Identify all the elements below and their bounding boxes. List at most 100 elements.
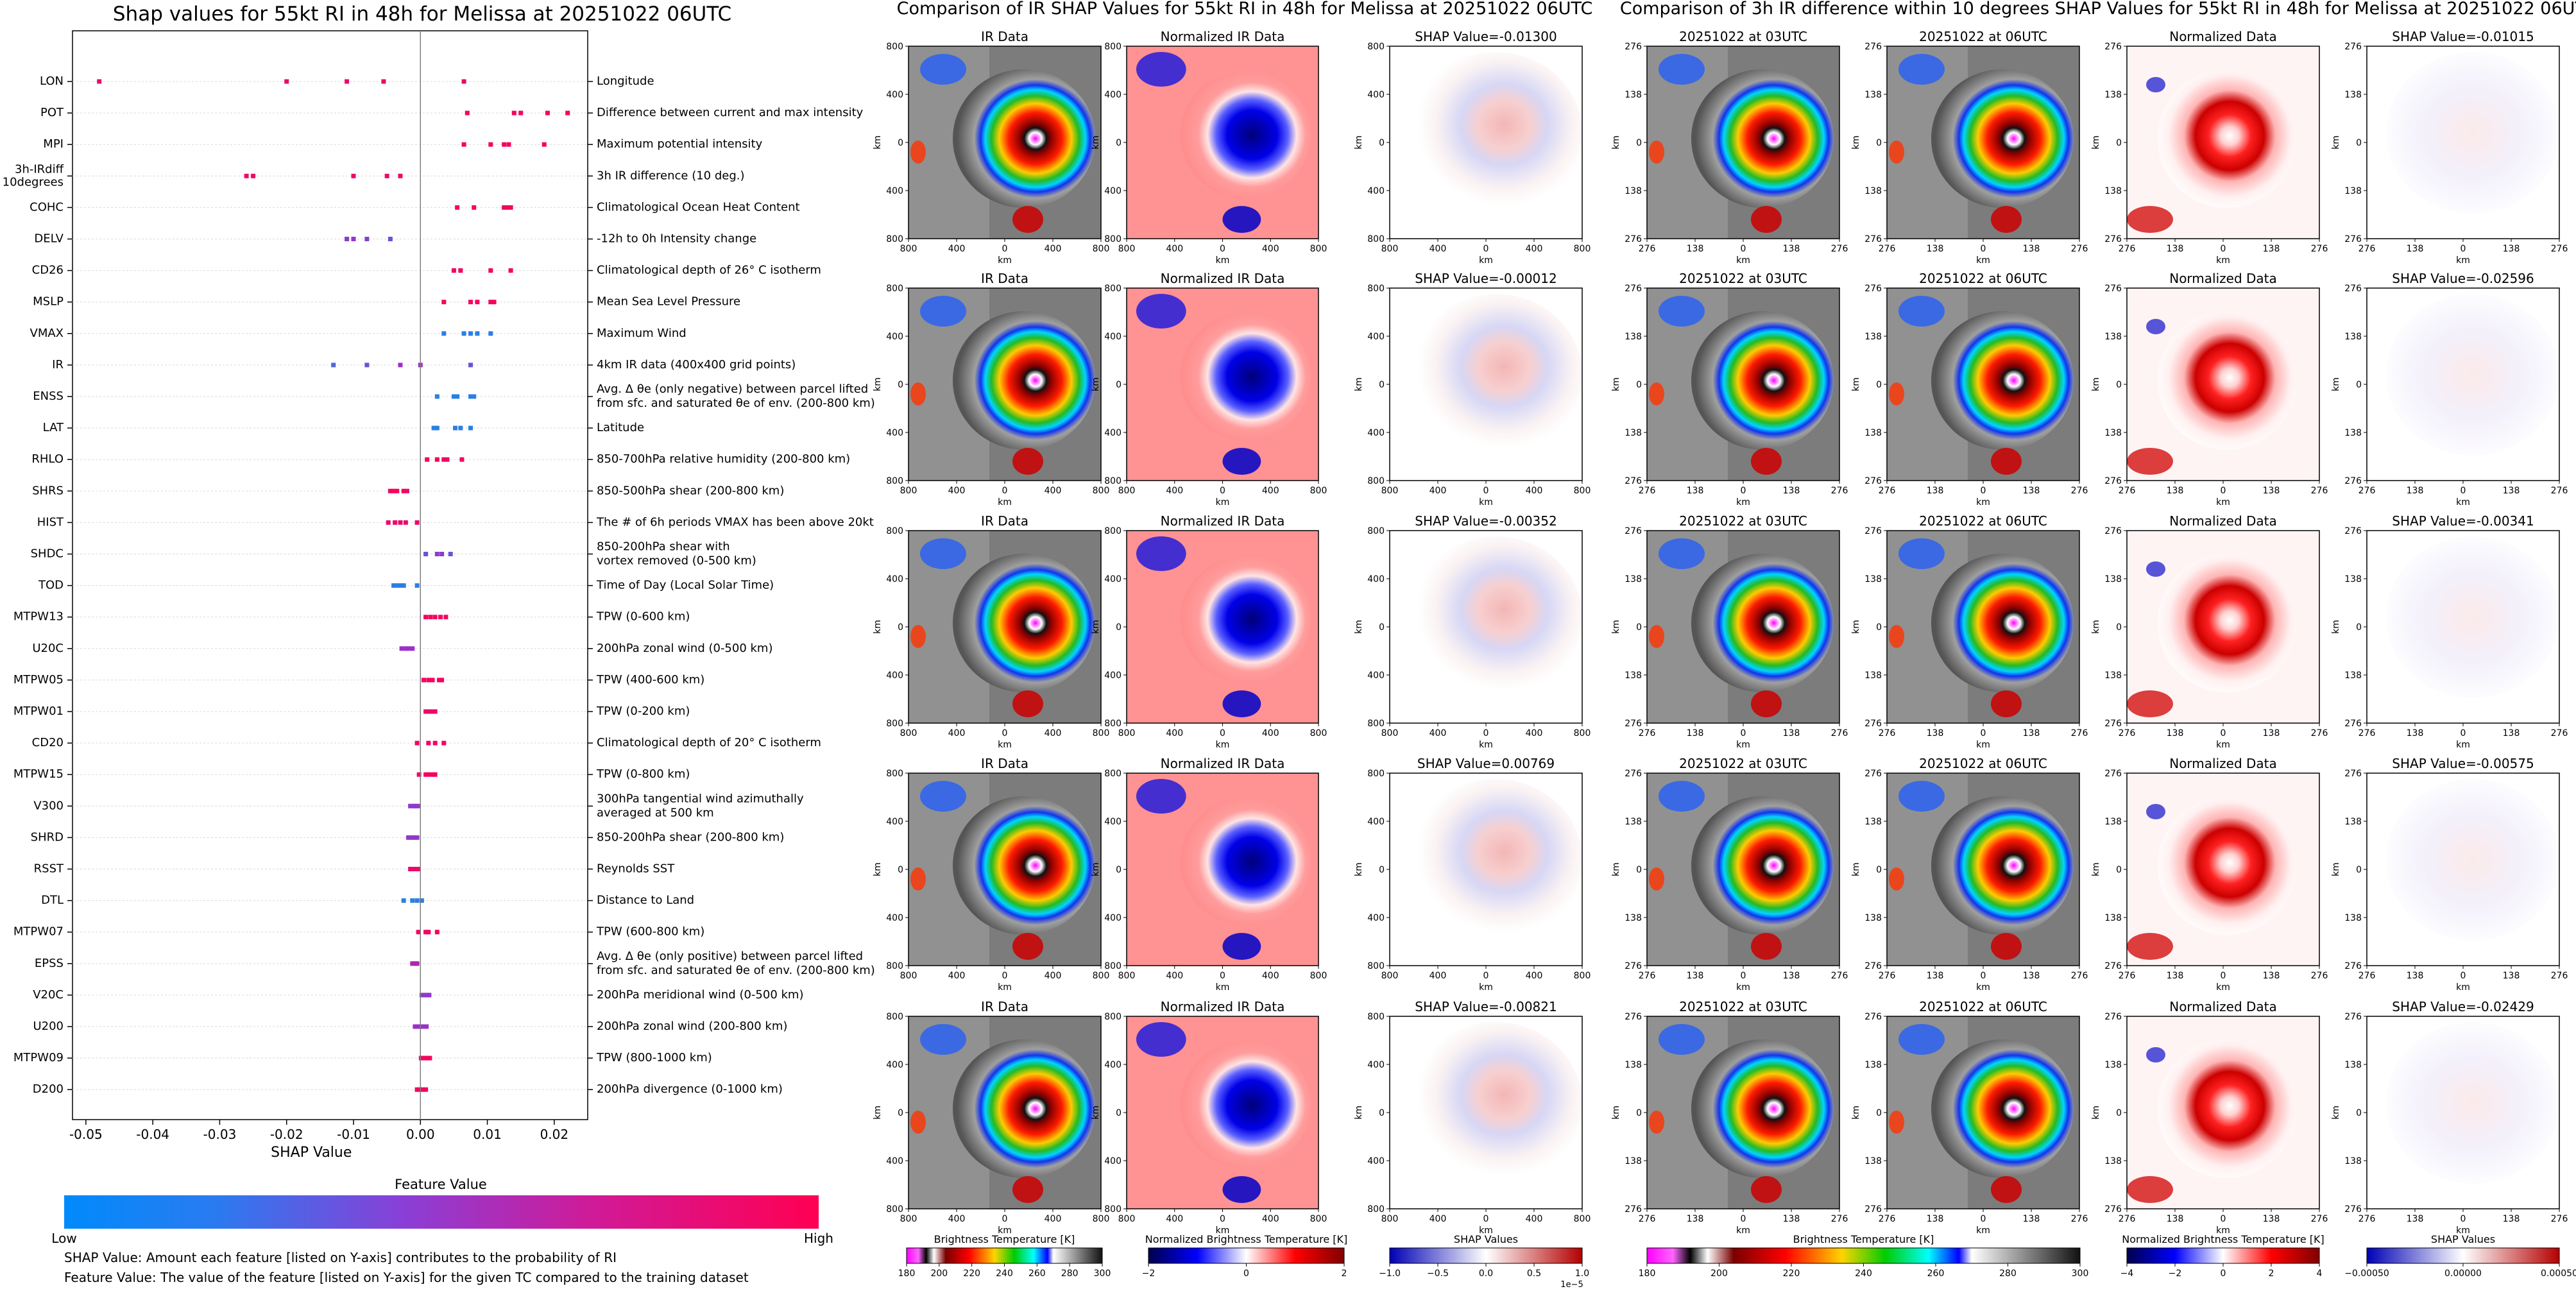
feature-code-label: MTPW09 <box>13 1051 64 1064</box>
panel-xtick-label: 138 <box>2167 486 2184 496</box>
feature-code-label-line: D200 <box>33 1082 64 1096</box>
panel-ytick-label: 400 <box>1104 186 1122 196</box>
ir-difference-panels: Comparison of 3h IR difference within 10… <box>1611 0 2576 1279</box>
feature-code-label: V300 <box>33 799 64 812</box>
panel-title-normalized-data: Normalized Data <box>2169 271 2277 286</box>
panel-xtick-label: 138 <box>2167 971 2184 981</box>
panel-ytick-label: 276 <box>1864 526 1882 536</box>
panel-title-normalized-ir: Normalized IR Data <box>1161 756 1285 771</box>
ir-shap-panel-shap-field <box>1409 294 1582 456</box>
panel-xtick-label: 138 <box>2407 728 2424 738</box>
panel-title-diff-shap-value: SHAP Value=-0.00341 <box>2392 513 2534 529</box>
ir-data-panel-storm <box>953 1039 1095 1178</box>
panel-xtick-label: 0 <box>2461 971 2466 981</box>
shap-plot-frame <box>72 30 588 1120</box>
ir-shap-colorbar-tick-label: 1.0 <box>1575 1268 1589 1279</box>
panel-xtick-label: 138 <box>1927 971 1944 981</box>
panel-ytick-label: 400 <box>1104 90 1122 100</box>
shap-point <box>468 425 473 431</box>
feature-description-label-line: Distance to Land <box>597 894 694 907</box>
panel-xaxis-label: km <box>998 497 1012 508</box>
ir-shap-panel-shap-field <box>1409 779 1582 941</box>
panel-yaxis-label: km <box>1611 1105 1621 1120</box>
panel-ytick-label: 0 <box>1636 1108 1642 1118</box>
panel-xaxis-label: km <box>2456 1225 2470 1236</box>
diff-06utc-panel-convection-w <box>1889 1111 1904 1134</box>
panel-xtick-label: 0 <box>1483 486 1489 496</box>
shap-point <box>461 79 466 84</box>
feature-description-label-line: TPW (800-1000 km) <box>596 1051 712 1064</box>
panel-xtick-label: 800 <box>1093 728 1110 738</box>
panel-xtick-label: 138 <box>1783 1214 1800 1224</box>
feature-description-label-line: 850-200hPa shear with <box>597 540 730 554</box>
diff-06utc-panel-convection-nw <box>1898 54 1945 85</box>
shap-point <box>426 740 431 746</box>
panel-yaxis-label: km <box>2091 135 2101 149</box>
panel-ytick-label: 800 <box>886 1012 903 1022</box>
feature-description-label: TPW (600-800 km) <box>596 925 704 939</box>
normalized-ir-panel-patch-s <box>1222 448 1261 475</box>
panel-ytick-label: 276 <box>1625 234 1642 244</box>
ir-data-panel-convection-nw <box>920 538 966 569</box>
panel-ytick-label: 138 <box>2344 817 2362 827</box>
colorbar-high-label: High <box>804 1231 833 1246</box>
feature-code-label-line: SHRS <box>32 484 64 497</box>
ir-data-panel-convection-nw <box>920 296 966 327</box>
panel-ytick-label: 138 <box>1864 817 1882 827</box>
ir-data-panel-storm <box>953 311 1095 450</box>
panel-title-03utc: 20251022 at 03UTC <box>1679 756 1807 771</box>
panel-title-shap-value: SHAP Value=-0.00352 <box>1415 513 1557 529</box>
diff-06utc-panel-storm <box>1931 1039 2074 1178</box>
panel-yaxis-label: km <box>1611 862 1621 876</box>
ir-data-panel-convection-w <box>910 1111 926 1134</box>
shap-point <box>434 552 439 556</box>
shap-point <box>565 110 570 115</box>
panel-xtick-label: 400 <box>1045 971 1062 981</box>
diff-06utc-panel-storm <box>1931 796 2074 935</box>
feature-code-label: RSST <box>34 862 64 876</box>
feature-code-label: DELV <box>34 232 64 246</box>
panel-xaxis-label: km <box>1976 1225 1990 1236</box>
panel-xaxis-label: km <box>2216 497 2230 508</box>
panel-xtick-label: 276 <box>2119 971 2136 981</box>
shap-point <box>505 205 510 210</box>
panel-ytick-label: 800 <box>886 1204 903 1215</box>
diff-03utc-panel-convection-nw <box>1659 1024 1705 1055</box>
panel-ytick-label: 138 <box>2344 90 2362 100</box>
panel-yaxis-label: km <box>1851 862 1861 876</box>
ir-data-panel-convection-s <box>1012 206 1043 233</box>
feature-description-label: Avg. Δ θe (only positive) between parcel… <box>597 950 875 977</box>
ir-shap-colorbar <box>1389 1247 1583 1264</box>
shap-point <box>461 142 466 147</box>
feature-description-label: 200hPa zonal wind (0-500 km) <box>597 642 773 655</box>
panel-yaxis-label: km <box>1354 1105 1364 1120</box>
panel-xtick-label: 400 <box>1526 1214 1543 1224</box>
ir-shap-colorbar-label: SHAP Values <box>1454 1233 1518 1245</box>
shap-point <box>398 520 403 525</box>
shap-point <box>426 930 431 935</box>
panel-title-shap-value: SHAP Value=-0.01300 <box>1415 29 1557 44</box>
panel-yaxis-label: km <box>873 862 883 876</box>
panel-ytick-label: 276 <box>2104 719 2122 729</box>
shap-xtick-label: 0.02 <box>540 1127 569 1142</box>
panel-xtick-label: 800 <box>1381 486 1399 496</box>
shap-point <box>488 331 493 336</box>
panel-ytick-label: 800 <box>886 961 903 971</box>
panel-xtick-label: 138 <box>1783 728 1800 738</box>
panel-xtick-label: 800 <box>1118 971 1136 981</box>
panel-xtick-label: 800 <box>1093 486 1110 496</box>
shap-point <box>441 331 447 336</box>
shap-point <box>465 110 470 115</box>
panel-xtick-label: 276 <box>1879 486 1896 496</box>
panel-xtick-label: 138 <box>2503 971 2520 981</box>
panel-xtick-label: 0 <box>1981 728 1986 738</box>
panel-ytick-label: 400 <box>1367 913 1385 923</box>
feature-description-label-line: 850-200hPa shear (200-800 km) <box>597 830 784 844</box>
panel-ytick-label: 800 <box>886 719 903 729</box>
panel-title-06utc: 20251022 at 06UTC <box>1919 513 2047 529</box>
panel-ytick-label: 400 <box>886 574 903 585</box>
panel-xtick-label: 0 <box>1002 486 1008 496</box>
panel-ytick-label: 0 <box>1379 380 1385 390</box>
panel-xtick-label: 276 <box>2119 1214 2136 1224</box>
panel-title-diff-shap-value: SHAP Value=-0.00575 <box>2392 756 2534 771</box>
